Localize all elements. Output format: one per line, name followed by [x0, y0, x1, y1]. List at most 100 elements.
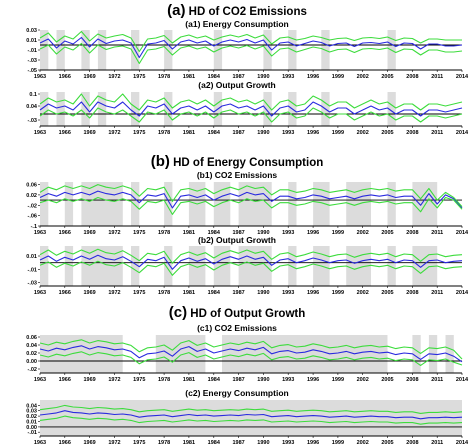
y-tick-label: 0.02	[26, 351, 37, 357]
x-tick-label: 1999	[332, 230, 344, 236]
x-tick-label: 1993	[282, 130, 294, 136]
series-line-lower	[39, 260, 463, 276]
section-title-text: HD of CO2 Emissions	[188, 6, 307, 18]
x-tick-label: 1966	[59, 290, 71, 296]
x-tick-label: 1969	[83, 440, 95, 445]
shaded-region	[40, 400, 462, 436]
x-tick-label: 1981	[183, 130, 195, 136]
x-tick-label: 2011	[431, 440, 443, 445]
x-tick-label: 1990	[257, 290, 269, 296]
shaded-region	[263, 92, 272, 126]
chart-b2: 0.01 -.01 -.03 1963 1966 1969 1972 1975 1978 1981…	[26, 246, 469, 296]
x-tick-label: 2005	[381, 130, 393, 136]
x-tick-label: 1993	[282, 230, 294, 236]
y-tick-label: 0.06	[26, 335, 37, 341]
x-tick-label: 1978	[158, 440, 170, 445]
series-line-central	[39, 101, 463, 117]
shaded-region	[64, 182, 74, 226]
shaded-region	[188, 246, 206, 286]
x-tick-label: 1966	[59, 377, 71, 383]
series-line-upper	[39, 184, 463, 207]
y-tick-label: -.06	[28, 214, 37, 220]
x-tick-label: 2008	[406, 290, 418, 296]
x-tick-label: 1969	[83, 290, 95, 296]
panel-title-a1: (a1) Energy Consumption	[185, 19, 289, 29]
x-tick-label: 1978	[158, 377, 170, 383]
series-line-central	[39, 345, 463, 363]
shaded-region	[155, 335, 206, 373]
section-letter: (a)	[167, 2, 186, 19]
x-tick-label: 1966	[59, 440, 71, 445]
x-tick-label: 1963	[34, 230, 46, 236]
x-tick-label: 2011	[431, 130, 443, 136]
shaded-region	[412, 335, 421, 373]
x-tick-label: 1984	[208, 377, 221, 383]
section-title-c: (c) HD of Output Growth	[0, 304, 474, 321]
x-tick-label: 1978	[158, 74, 170, 80]
shaded-region	[131, 182, 140, 226]
x-tick-label: 2011	[431, 74, 443, 80]
section-title-a: (a) HD of CO2 Emissions	[0, 2, 474, 19]
x-tick-label: 1975	[133, 130, 145, 136]
shaded-region	[222, 335, 388, 373]
y-tick-label: 0.04	[26, 343, 38, 349]
x-tick-label: 1990	[257, 440, 269, 445]
x-tick-label: 1975	[133, 230, 145, 236]
x-tick-label: 2002	[357, 377, 369, 383]
x-tick-label: 1987	[232, 74, 244, 80]
y-tick-label: 0.1	[29, 92, 37, 98]
shaded-region	[81, 30, 90, 70]
y-tick-label: 0.01	[26, 38, 37, 44]
x-tick-label: 1963	[34, 377, 46, 383]
x-tick-label: 2002	[357, 290, 369, 296]
x-tick-label: 2014	[456, 74, 469, 80]
shaded-region	[387, 92, 396, 126]
series-line-lower	[39, 107, 463, 123]
y-tick-label: -.03	[28, 118, 37, 124]
x-tick-label: 2002	[357, 440, 369, 445]
x-tick-label: 1993	[282, 74, 294, 80]
x-tick-label: 1978	[158, 230, 170, 236]
shaded-region	[81, 92, 90, 126]
x-tick-label: 2014	[456, 130, 469, 136]
x-tick-label: 1990	[257, 230, 269, 236]
shaded-region	[40, 335, 123, 373]
x-tick-label: 1996	[307, 230, 319, 236]
y-tick-label: -.01	[28, 267, 37, 273]
y-tick-label: 0.01	[26, 420, 37, 426]
x-tick-label: 1975	[133, 290, 145, 296]
y-tick-label: 0.02	[26, 193, 37, 199]
shaded-region	[131, 246, 140, 286]
chart-a2: 0.1 0.04 -.03 1963 1966 1969 1972 1975 1978 1981 1…	[26, 92, 469, 136]
x-tick-label: 2005	[381, 290, 393, 296]
x-tick-label: 1972	[108, 74, 120, 80]
x-tick-label: 1978	[158, 130, 170, 136]
x-tick-label: 1999	[332, 290, 344, 296]
x-tick-label: 1966	[59, 74, 71, 80]
y-tick-label: 0.03	[26, 28, 37, 34]
shaded-region	[40, 92, 49, 126]
series-line-upper	[39, 248, 463, 264]
section-title-b: (b) HD of Energy Consumption	[0, 153, 474, 170]
y-tick-label: -.03	[28, 58, 37, 64]
shaded-region	[56, 92, 65, 126]
shaded-region	[164, 182, 173, 226]
series-line-central	[39, 36, 463, 59]
y-tick-label: -.02	[28, 203, 37, 209]
y-tick-label: -.03	[28, 281, 37, 287]
shaded-region	[213, 182, 231, 226]
x-tick-label: 1999	[332, 377, 344, 383]
x-tick-label: 2005	[381, 377, 393, 383]
y-tick-label: -.02	[28, 367, 37, 373]
shaded-region	[64, 246, 74, 286]
x-tick-label: 1990	[257, 74, 269, 80]
shaded-region	[40, 182, 49, 226]
x-tick-label: 2011	[431, 290, 443, 296]
panel-title-b2: (b2) Output Growth	[198, 235, 276, 245]
x-tick-label: 1981	[183, 440, 195, 445]
shaded-region	[40, 30, 49, 70]
x-tick-label: 1969	[83, 74, 95, 80]
section-title-text: HD of Energy Consumption	[173, 157, 324, 169]
x-tick-label: 2005	[381, 440, 393, 445]
x-tick-label: 1996	[307, 130, 319, 136]
